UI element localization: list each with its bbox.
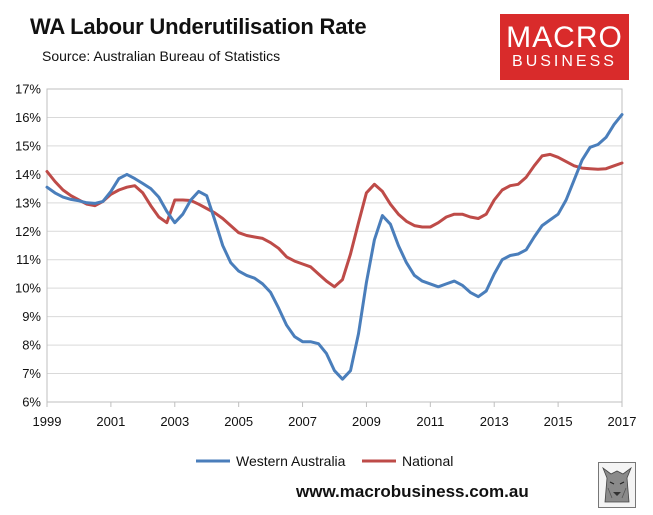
y-axis-labels: 6% 7% 8% 9% 10% 11% 12% 13% 14% 15% 16% 17% <box>15 82 41 410</box>
x-tick-label: 2001 <box>96 414 125 429</box>
logo-line-1: MACRO <box>506 21 623 54</box>
wolf-logo-icon <box>598 462 636 508</box>
series-line-national <box>45 152 624 289</box>
y-tick-label: 10% <box>15 281 41 296</box>
x-tick-label: 2007 <box>288 414 317 429</box>
gridlines <box>46 116 623 407</box>
y-tick-label: 13% <box>15 195 41 210</box>
y-tick-label: 17% <box>15 82 41 97</box>
legend-label-national: National <box>402 453 453 469</box>
y-tick-label: 12% <box>15 224 41 239</box>
chart-title: WA Labour Underutilisation Rate <box>30 14 367 39</box>
x-tick-label: 2005 <box>224 414 253 429</box>
x-tick-label: 2015 <box>544 414 573 429</box>
y-tick-label: 9% <box>22 309 41 324</box>
plot-area-border <box>46 88 623 403</box>
series-line-western-australia <box>45 113 624 381</box>
x-axis-labels: 1999 2001 2003 2005 2007 2009 2011 2013 2015 2017 <box>33 414 637 429</box>
y-tick-label: 11% <box>16 252 41 267</box>
x-tick-label: 2003 <box>160 414 189 429</box>
x-tick-label: 2009 <box>352 414 381 429</box>
y-tick-label: 16% <box>15 110 41 125</box>
legend-label-western-australia: Western Australia <box>236 453 346 469</box>
chart-source: Source: Australian Bureau of Statistics <box>42 48 281 64</box>
y-tick-label: 7% <box>22 366 41 381</box>
legend: Western Australia National <box>196 453 453 469</box>
y-tick-label: 14% <box>15 167 41 182</box>
y-tick-label: 15% <box>15 138 41 153</box>
x-tick-label: 2017 <box>608 414 637 429</box>
logo-line-2: BUSINESS <box>512 53 617 70</box>
series-lines <box>45 113 624 381</box>
x-tick-label: 2011 <box>416 414 444 429</box>
x-tick-label: 2013 <box>480 414 509 429</box>
y-tick-label: 8% <box>22 338 41 353</box>
y-tick-label: 6% <box>22 395 41 410</box>
x-tick-label: 1999 <box>33 414 62 429</box>
macrobusiness-logo: MACRO BUSINESS <box>500 14 629 80</box>
website-url: www.macrobusiness.com.au <box>296 482 529 501</box>
